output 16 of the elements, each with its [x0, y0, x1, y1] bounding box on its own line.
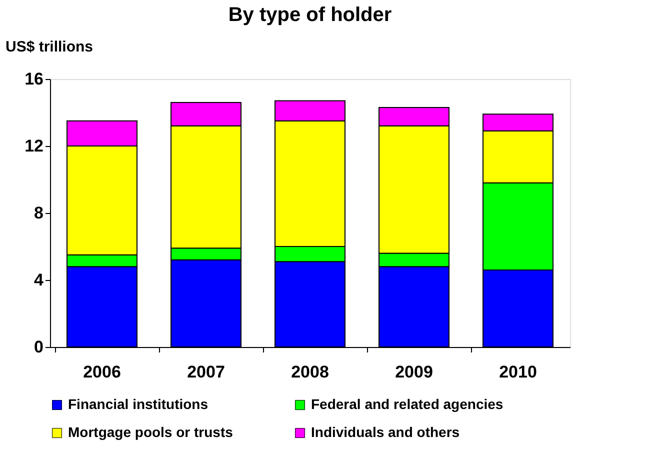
x-tick-label: 2008: [291, 362, 329, 382]
legend-label: Federal and related agencies: [311, 396, 504, 412]
legend-label: Individuals and others: [311, 424, 460, 440]
y-tick-label: 0: [34, 338, 44, 356]
chart-title: By type of holder: [228, 4, 392, 26]
legend-label: Mortgage pools or trusts: [68, 424, 234, 440]
y-tick-label: 12: [24, 136, 44, 156]
y-tick-label: 16: [24, 70, 44, 88]
legend-label: Financial institutions: [68, 396, 208, 412]
x-tick-label: 2007: [187, 362, 225, 382]
x-tick-label: 2006: [83, 362, 121, 382]
y-axis-title: US$ trillions: [6, 38, 94, 56]
y-tick-label: 8: [34, 204, 44, 222]
x-tick-label: 2010: [499, 362, 537, 382]
x-tick-label: 2009: [395, 362, 433, 382]
y-tick-label: 4: [34, 270, 44, 290]
